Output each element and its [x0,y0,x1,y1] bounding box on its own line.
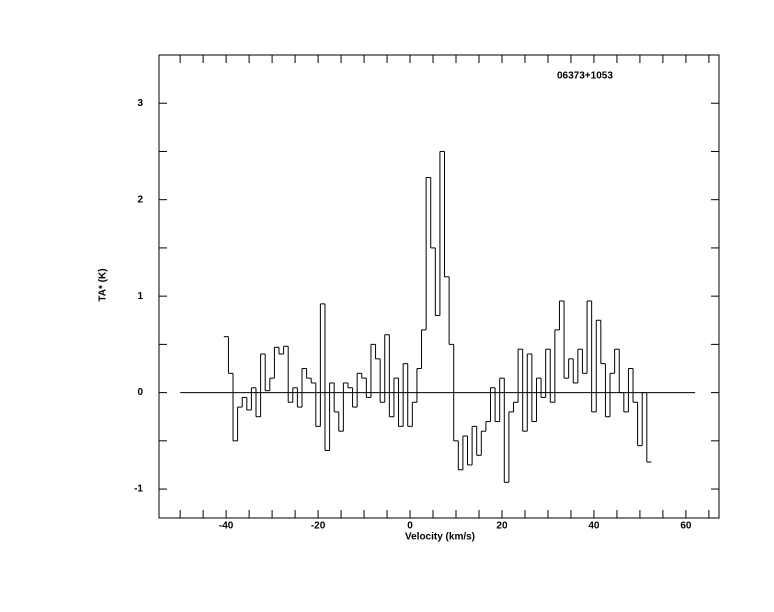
y-tick-label: 3 [137,98,143,109]
x-axis-label: Velocity (km/s) [405,532,475,543]
x-tick-label: 40 [588,521,600,532]
chart-title: 06373+1053 [557,71,613,82]
y-tick-label: 1 [137,291,143,302]
x-tick-label: 0 [407,521,413,532]
x-tick-label: -40 [219,521,234,532]
y-tick-label: 2 [137,194,143,205]
x-tick-label: 20 [496,521,508,532]
x-tick-label: -20 [311,521,326,532]
plot-frame [158,54,720,519]
x-tick-label: 60 [680,521,692,532]
y-tick-label: 0 [137,387,143,398]
y-tick-label: -1 [134,484,143,495]
y-axis-label: TA* (K) [98,268,109,301]
